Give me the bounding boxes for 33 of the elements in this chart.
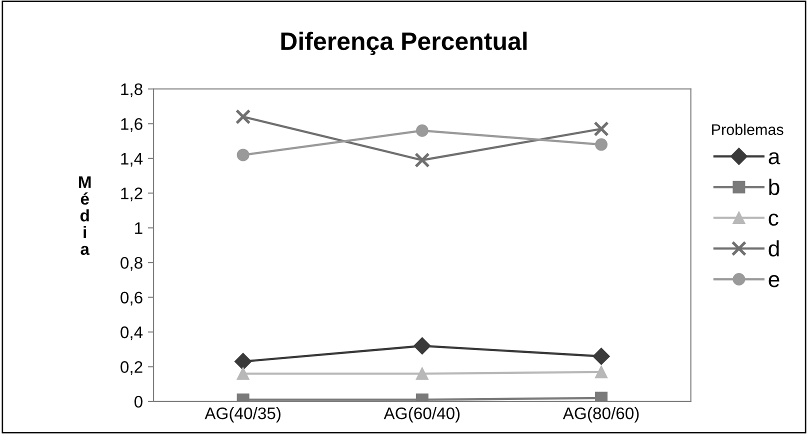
legend-title: Problemas <box>712 124 784 136</box>
point <box>592 348 610 365</box>
legend-label: a <box>768 152 780 164</box>
legend-label: d <box>768 240 779 257</box>
point <box>416 124 428 137</box>
y-tick-label: 0,2 <box>120 361 142 375</box>
y-tick-label: 0,8 <box>120 256 142 271</box>
point <box>234 352 252 370</box>
point <box>236 148 250 162</box>
y-tick-label: 1,6 <box>121 118 142 132</box>
legend-label: e <box>768 275 780 288</box>
point <box>414 152 430 168</box>
point <box>416 367 428 380</box>
x-tick-label: AG(60/40) <box>384 407 460 423</box>
legend-label: b <box>769 178 780 196</box>
y-tick-label: 0 <box>134 396 142 408</box>
point <box>594 121 609 137</box>
y-tick-label: 0,4 <box>120 326 143 340</box>
y-tick-label: 1,2 <box>121 188 142 202</box>
legend-label: c <box>768 214 778 226</box>
y-axis-title: Média <box>79 176 91 255</box>
x-tick-label: AG(80/60) <box>562 407 639 423</box>
point <box>236 367 250 380</box>
point <box>414 337 431 354</box>
y-tick-label: 1,4 <box>121 152 143 167</box>
point <box>595 138 608 151</box>
point <box>595 366 608 378</box>
y-tick-label: 0,6 <box>120 292 142 306</box>
point <box>235 109 251 124</box>
x-tick-label: AG(40/35) <box>204 407 280 423</box>
y-tick-label: 1,8 <box>121 83 142 98</box>
y-tick-label: 1 <box>135 222 142 234</box>
chart-title: Diferença Percentual <box>281 32 527 56</box>
